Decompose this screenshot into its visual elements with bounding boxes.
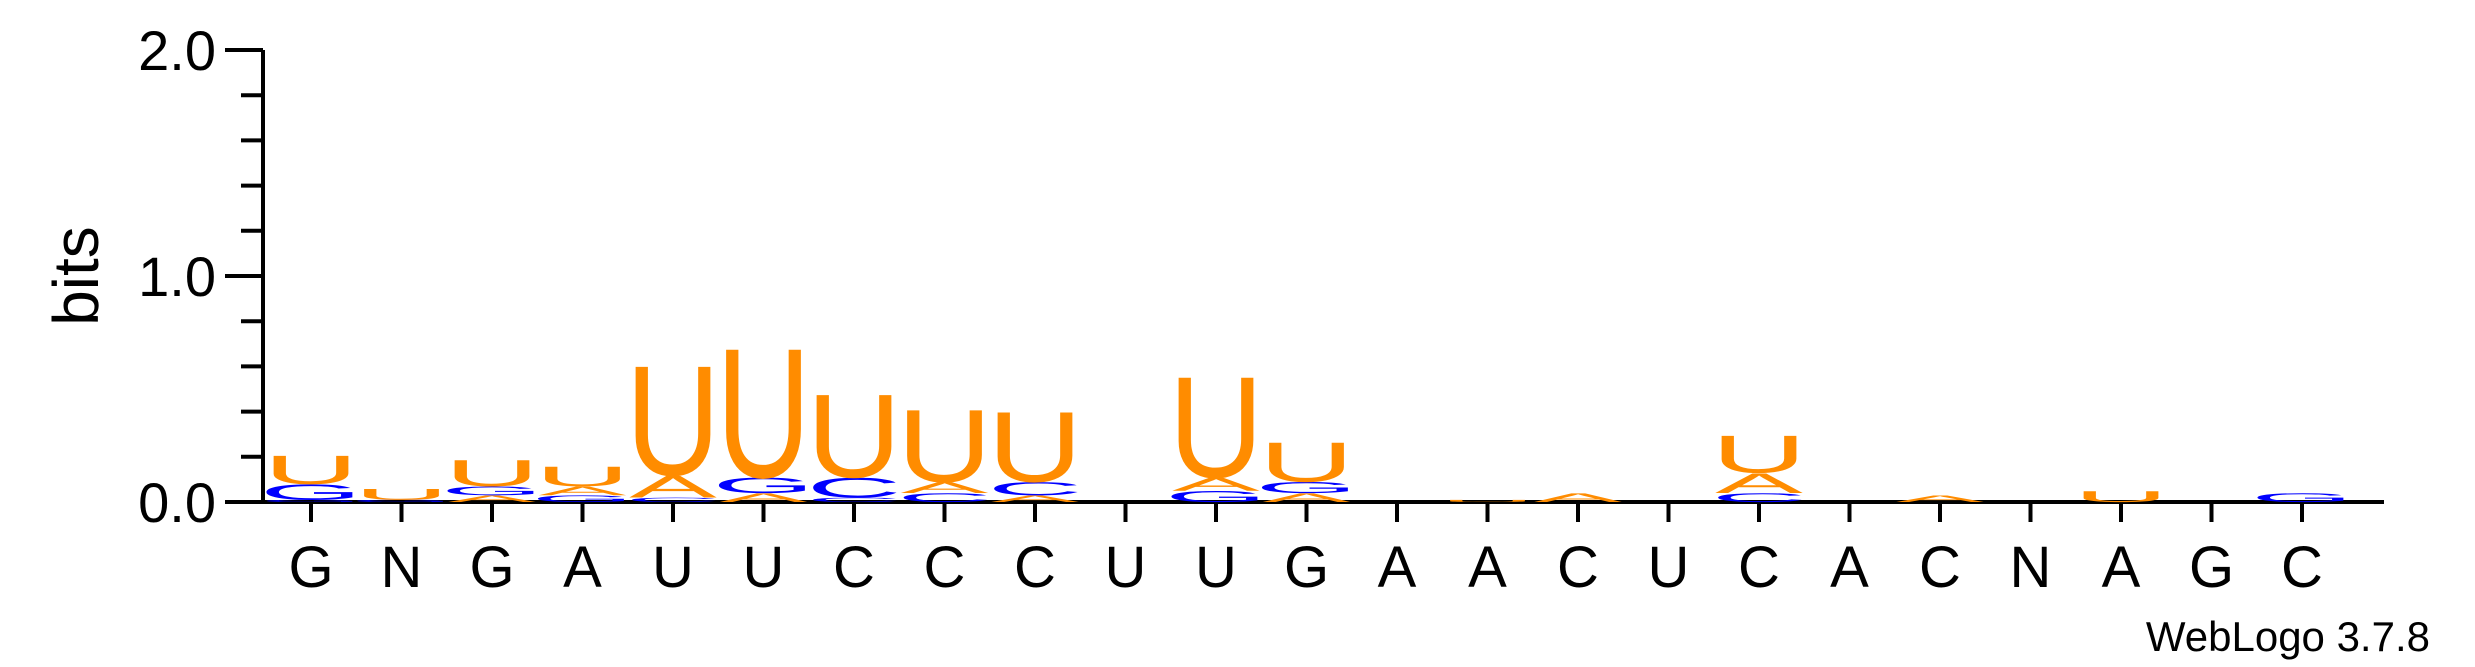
logo-letter-g: G [1255,479,1357,497]
logo-letter-u: U [2073,488,2168,506]
logo-letter-g: G [712,473,814,497]
logo-letter-u: U [1259,431,1354,494]
logo-letter-g: G [260,480,362,504]
consensus-label: C [2281,535,2323,600]
logo-letter-u: U [535,461,630,492]
consensus-label: G [1284,535,1329,600]
consensus-label: G [469,535,514,600]
logo-letter-a: A [1534,491,1623,505]
logo-letter-u: U [716,311,811,517]
logo-letter-a: A [1896,494,1985,504]
logo-letter-u: U [354,486,449,504]
x-ticks [309,502,2304,522]
y-tick-label: 1.0 [138,245,216,308]
consensus-label: A [563,535,602,600]
consensus-label: U [1105,535,1147,600]
logo-letter-a: A [1715,468,1803,499]
logo-letter-u: U [987,391,1082,503]
logo-letter-g: G [441,484,543,498]
logo-letter-g: G [1165,488,1267,506]
logo-letter-g: G [2251,491,2353,505]
logo-letter-g: G [350,499,452,503]
logo-letter-a: A [720,491,809,505]
logo-letter-a: A [901,479,989,497]
logo-letter-u: U [897,389,992,504]
logo-letter-a: A [1172,474,1260,495]
consensus-label: G [2189,535,2234,600]
logo-letter-a: A [448,494,537,504]
consensus-label: G [288,535,333,600]
logo-letter-u: U [1440,499,1535,503]
logo-letter-c: C [897,491,992,505]
logo-letter-u: U [263,447,358,493]
consensus-label: A [1830,535,1869,600]
logo-letter-u: U [444,452,539,494]
consensus-label: C [1738,535,1780,600]
logo-letter-a: A [1263,491,1352,505]
logo-letter-a: A [539,484,628,498]
logo-letter-c: C [806,472,901,503]
consensus-label: N [381,535,423,600]
consensus-label: A [2102,535,2141,600]
logo-letter-g: G [531,494,633,504]
consensus-label: U [743,535,785,600]
y-tick-label: 2.0 [138,19,216,82]
logo-letter-u: U [1168,348,1263,509]
logo-letter-c: C [1711,491,1806,505]
logo-letter-u: U [806,369,901,503]
logo-letter-u: U [625,333,720,509]
logo-letter-c: C [806,496,901,503]
consensus-label: U [1648,535,1690,600]
logo-letter-g: G [260,499,362,503]
logo-letter-a: A [629,469,717,504]
consensus-label: A [1378,535,1417,600]
logo-letter-c: C [987,478,1082,499]
logo-letter-u: U [1711,425,1806,485]
y-axis-label: bits [40,226,112,326]
consensus-label: C [1014,535,1056,600]
consensus-label: U [1195,535,1237,600]
logo-letter-a: A [991,494,1080,504]
logo-letter-c: C [625,496,720,503]
y-tick-label: 0.0 [138,471,216,534]
consensus-label: C [924,535,966,600]
weblogo-credit: WebLogo 3.7.8 [2146,613,2430,660]
consensus-label: C [833,535,875,600]
consensus-label: A [1468,535,1507,600]
y-ticks: 0.0 1.0 2.0 [138,19,263,534]
consensus-label: U [652,535,694,600]
consensus-label: C [1557,535,1599,600]
consensus-label: N [2010,535,2052,600]
consensus-label: C [1919,535,1961,600]
